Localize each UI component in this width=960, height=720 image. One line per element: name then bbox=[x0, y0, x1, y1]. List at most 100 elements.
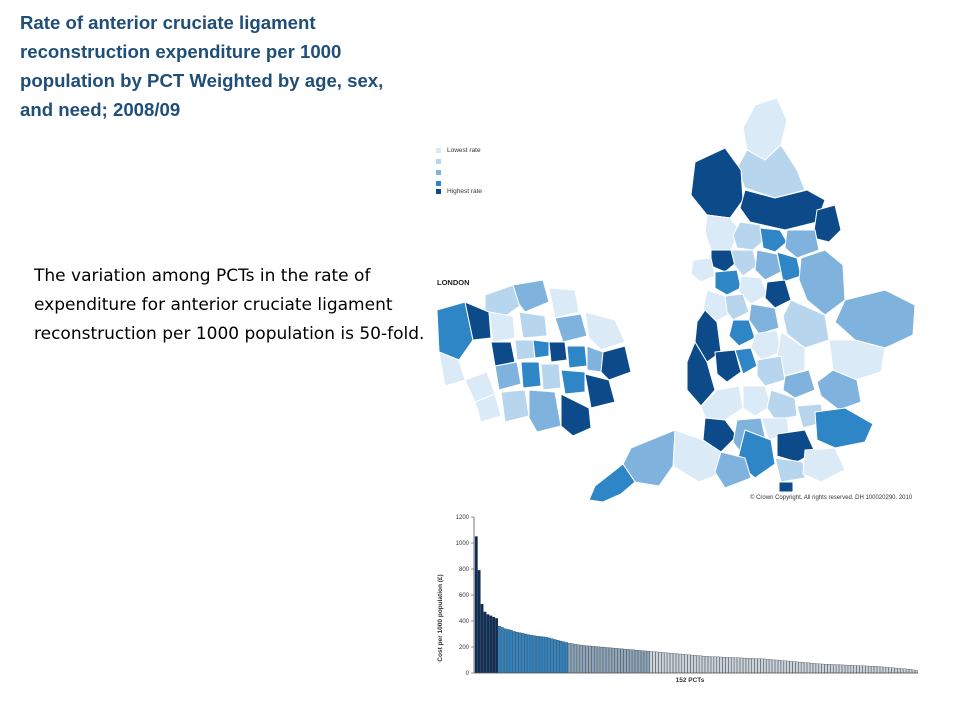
bar bbox=[804, 662, 807, 674]
bar bbox=[914, 670, 918, 674]
bar bbox=[850, 665, 854, 674]
london-borough-croydon bbox=[528, 389, 562, 433]
bar bbox=[845, 664, 848, 674]
region-oxfordshire bbox=[742, 385, 772, 417]
london-borough-barnet bbox=[512, 279, 550, 313]
bar bbox=[690, 654, 694, 674]
bar bbox=[524, 633, 528, 674]
bar bbox=[693, 655, 697, 674]
london-borough-islington bbox=[532, 339, 550, 359]
bar bbox=[477, 570, 481, 674]
bar bbox=[632, 649, 636, 674]
bar bbox=[492, 616, 496, 674]
bar bbox=[847, 665, 851, 674]
bar bbox=[865, 665, 869, 674]
bar bbox=[833, 664, 837, 674]
slide-title: Rate of anterior cruciate ligament recon… bbox=[20, 12, 384, 120]
bar bbox=[775, 659, 778, 674]
bar bbox=[830, 664, 834, 674]
bar bbox=[509, 629, 513, 674]
bar bbox=[891, 667, 895, 674]
bar bbox=[553, 639, 557, 674]
bar bbox=[912, 669, 915, 674]
region-dorset bbox=[714, 451, 752, 489]
bar bbox=[571, 643, 574, 674]
london-inset-label: LONDON bbox=[437, 278, 470, 287]
bar bbox=[649, 651, 653, 674]
london-borough-hackney bbox=[548, 341, 568, 363]
bar bbox=[614, 648, 618, 674]
bar bbox=[702, 655, 705, 674]
bar bbox=[641, 650, 644, 674]
bar bbox=[894, 667, 898, 674]
bar bbox=[885, 667, 889, 674]
bar bbox=[827, 664, 831, 674]
region-hull bbox=[784, 229, 820, 259]
region-staffordshire bbox=[724, 293, 750, 321]
y-tick-label: 600 bbox=[459, 593, 470, 599]
region-west-yorkshire bbox=[732, 221, 766, 251]
bar bbox=[518, 632, 522, 674]
region-merseyside bbox=[690, 257, 716, 283]
bar bbox=[879, 666, 883, 674]
bar bbox=[710, 656, 714, 674]
y-tick-label: 200 bbox=[459, 645, 470, 651]
bar bbox=[646, 651, 650, 674]
bar bbox=[536, 635, 539, 674]
london-borough-southwark bbox=[540, 363, 562, 391]
bar bbox=[789, 661, 793, 674]
bar bbox=[696, 655, 700, 674]
region-milton-keynes bbox=[756, 355, 786, 387]
bar bbox=[888, 667, 892, 674]
bar bbox=[734, 657, 738, 674]
map-copyright: © Crown Copyright. All rights reserved. … bbox=[750, 495, 913, 501]
bar bbox=[681, 654, 685, 674]
london-borough-kingston bbox=[474, 393, 502, 423]
bar bbox=[620, 648, 624, 674]
bar bbox=[792, 661, 796, 674]
bar bbox=[562, 641, 566, 674]
bar bbox=[815, 663, 819, 674]
bar bbox=[786, 660, 790, 674]
region-cheshire bbox=[714, 269, 742, 296]
bar bbox=[801, 662, 805, 674]
choropleth-map bbox=[436, 97, 916, 503]
bar bbox=[597, 646, 601, 674]
london-borough-hillingdon bbox=[436, 301, 474, 361]
bar bbox=[743, 657, 746, 674]
bar bbox=[856, 665, 860, 674]
london-borough-wandsworth bbox=[494, 361, 522, 391]
bar bbox=[504, 628, 507, 674]
bar bbox=[836, 664, 840, 674]
region-kent bbox=[814, 407, 874, 449]
region-cornwall bbox=[588, 463, 636, 503]
bar bbox=[678, 653, 682, 674]
bar bbox=[550, 638, 554, 674]
london-borough-bexley bbox=[584, 373, 616, 409]
bar bbox=[769, 659, 773, 674]
bar bbox=[635, 649, 638, 674]
legend-label-lowest: Lowest rate bbox=[447, 147, 481, 154]
bar bbox=[629, 649, 633, 674]
bar bbox=[541, 636, 545, 674]
legend-swatch bbox=[436, 159, 441, 164]
london-borough-bromley bbox=[560, 393, 592, 437]
legend-label-highest: Highest rate bbox=[447, 188, 483, 195]
bar bbox=[868, 665, 872, 674]
bar bbox=[897, 668, 901, 674]
bar bbox=[588, 645, 592, 674]
region-east-yorkshire bbox=[812, 204, 842, 243]
bar bbox=[608, 647, 612, 674]
bar bbox=[495, 618, 499, 674]
bar bbox=[719, 656, 723, 674]
england-map bbox=[588, 97, 916, 503]
london-borough-hammersmith bbox=[490, 341, 516, 367]
y-tick-label: 1200 bbox=[456, 515, 470, 521]
bar bbox=[658, 652, 662, 674]
bar bbox=[821, 663, 825, 674]
bar bbox=[687, 654, 691, 674]
bar bbox=[684, 654, 688, 674]
bar bbox=[798, 661, 802, 674]
bar bbox=[699, 655, 703, 674]
bar bbox=[667, 652, 670, 674]
